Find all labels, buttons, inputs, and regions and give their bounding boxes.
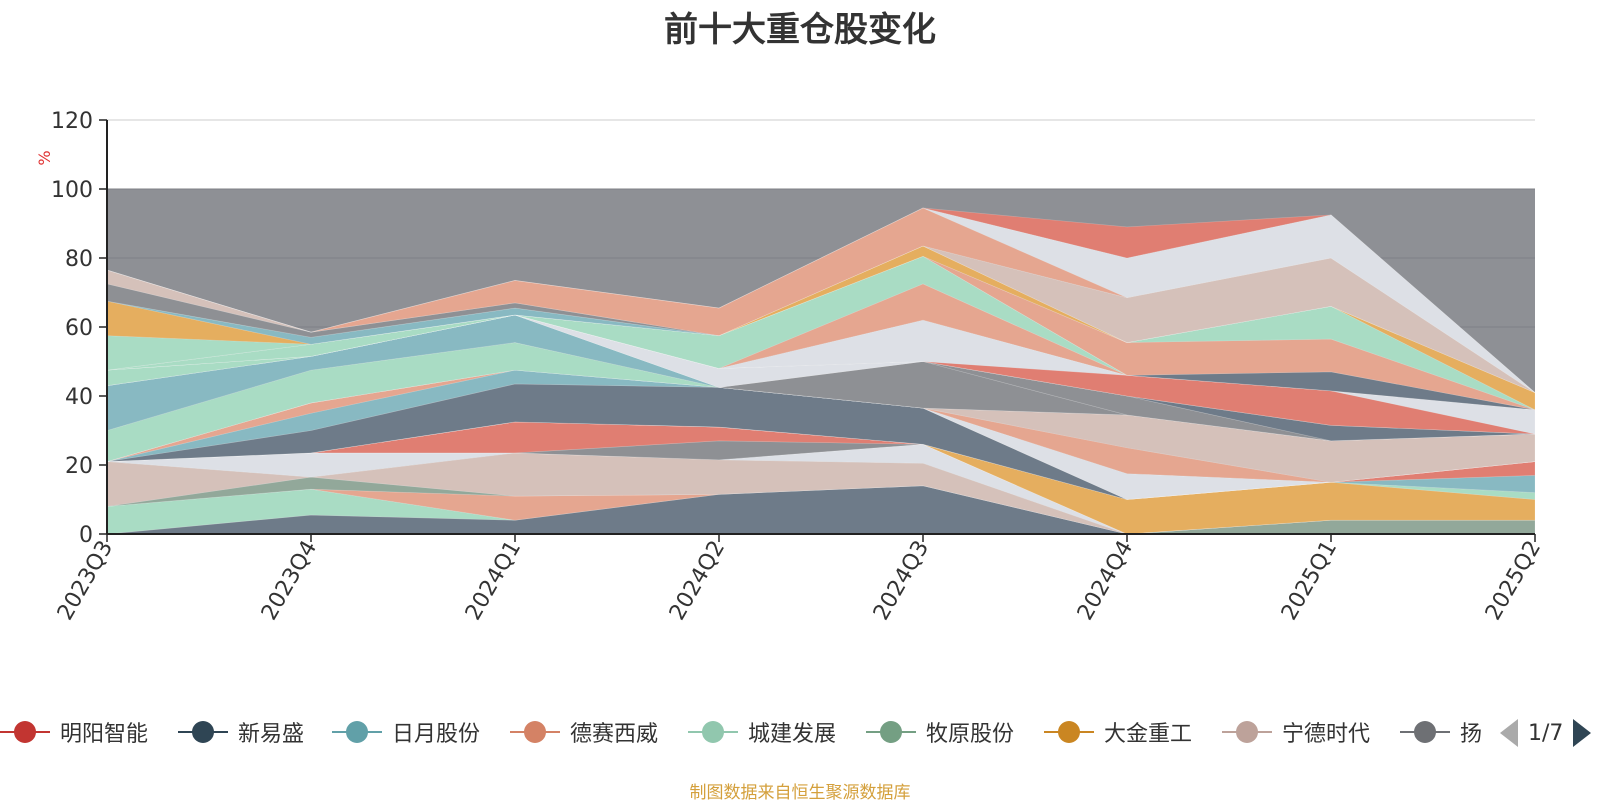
legend-marker-icon [332, 720, 382, 744]
data-source-note: 制图数据来自恒生聚源数据库 [689, 783, 911, 803]
y-tick-label: 120 [51, 109, 93, 134]
legend-marker-icon [178, 720, 228, 744]
legend-item-label: 扬杰科技 [1460, 722, 1482, 747]
legend-marker-icon [866, 720, 916, 744]
legend-item[interactable]: 牧原股份 [866, 712, 1014, 752]
legend-item-label: 明阳智能 [60, 722, 149, 747]
y-tick-label: 100 [51, 178, 93, 203]
y-tick-label: 80 [65, 247, 93, 272]
x-tick-label: 2023Q4 [257, 537, 322, 625]
y-axis-unit-label: % [35, 150, 54, 165]
y-tick-label: 60 [65, 316, 93, 341]
area-series-33 [106, 245, 1536, 411]
legend-marker-icon [0, 720, 50, 744]
legend-prev-page-icon[interactable] [1500, 719, 1518, 747]
legend-marker-icon [510, 720, 560, 744]
legend-item-label: 宁德时代 [1282, 722, 1371, 747]
legend-pager: 1/7 [1500, 718, 1592, 748]
legend-marker-icon [1044, 720, 1094, 744]
x-tick-label: 2024Q2 [665, 537, 730, 625]
legend-item[interactable]: 德赛西威 [510, 712, 658, 752]
legend-item[interactable]: 宁德时代 [1222, 712, 1370, 752]
legend-item[interactable]: 日月股份 [332, 712, 480, 752]
x-tick-label: 2025Q2 [1481, 537, 1546, 625]
stacked-area-chart: 0 20 40 60 80 100 120 2023Q3 2023Q4 2024Q1 2024Q2… [35, 109, 1546, 625]
legend-item[interactable]: 扬杰科技 [1400, 712, 1482, 752]
area-series-3 [106, 485, 1535, 535]
legend-item-label: 新易盛 [238, 722, 305, 747]
legend-items-viewport: 明阳智能 新易盛 日月股份 德赛西威 城建发展 牧原股份 大金重工 宁德时代 扬杰科技 [0, 712, 1482, 752]
x-tick-label: 2025Q1 [1277, 537, 1342, 625]
x-tick-label: 2024Q3 [869, 537, 934, 625]
legend-item[interactable]: 明阳智能 [0, 712, 148, 752]
legend-marker-icon [688, 720, 738, 744]
y-tick-label: 40 [65, 385, 93, 410]
legend: 明阳智能 新易盛 日月股份 德赛西威 城建发展 牧原股份 大金重工 宁德时代 扬杰科技 [0, 712, 1600, 752]
legend-page-indicator: 1/7 [1528, 720, 1564, 746]
legend-marker-icon [1222, 720, 1272, 744]
y-tick-label: 0 [79, 523, 93, 548]
legend-item[interactable]: 城建发展 [688, 712, 836, 752]
legend-marker-icon [1400, 720, 1450, 744]
y-tick-label: 20 [65, 454, 93, 479]
area-series-27 [106, 314, 1536, 435]
area-series-6 [106, 443, 1535, 535]
x-tick-label: 2023Q3 [53, 537, 118, 625]
legend-item-label: 城建发展 [748, 722, 837, 747]
area-series-8 [106, 421, 1535, 535]
area-series-39 [106, 207, 1536, 393]
x-tick-label: 2024Q1 [461, 537, 526, 625]
legend-item-label: 日月股份 [392, 722, 481, 747]
legend-item-label: 德赛西威 [570, 722, 659, 747]
chart-title: 前十大重仓股变化 [664, 10, 936, 50]
legend-item[interactable]: 大金重工 [1044, 712, 1192, 752]
legend-item[interactable]: 新易盛 [178, 712, 304, 752]
x-tick-label: 2024Q4 [1073, 537, 1138, 625]
legend-item-label: 大金重工 [1104, 722, 1193, 747]
legend-item-label: 牧原股份 [926, 722, 1015, 747]
legend-next-page-icon[interactable] [1573, 719, 1592, 747]
